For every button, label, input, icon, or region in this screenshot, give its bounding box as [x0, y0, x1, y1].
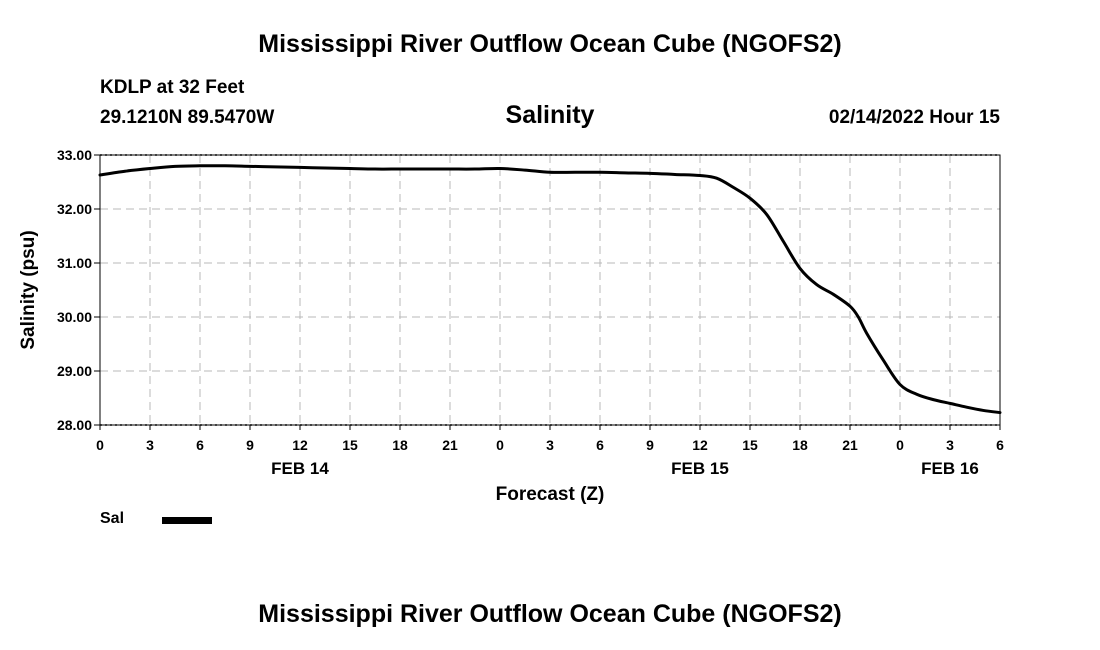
legend-swatch-sal: [162, 517, 212, 524]
y-tick-label: 32.00: [57, 201, 92, 217]
page-title: Mississippi River Outflow Ocean Cube (NG…: [258, 30, 842, 58]
series-layer: [98, 164, 1002, 415]
x-tick-label: 15: [742, 437, 758, 453]
y-tick-label: 33.00: [57, 147, 92, 163]
x-tick-label: 6: [996, 437, 1004, 453]
axis-ticks: 28.00 29.00 30.00 31.00 32.00 33.00 0 3 6 9 12 15 18…: [57, 147, 1004, 478]
x-tick-label: 3: [946, 437, 954, 453]
grid-lines: [100, 154, 1000, 426]
series-line-sal: [98, 164, 1002, 415]
chart-title: Salinity: [505, 101, 595, 129]
x-axis-label: Forecast (Z): [496, 484, 605, 505]
datetime-label: 02/14/2022 Hour 15: [828, 107, 1000, 128]
date-label: FEB 14: [271, 459, 329, 478]
date-label: FEB 16: [921, 459, 979, 478]
x-tick-label: 6: [596, 437, 604, 453]
y-axis-label: Salinity (psu): [18, 230, 39, 349]
x-tick-label: 21: [442, 437, 458, 453]
y-tick-label: 28.00: [57, 417, 92, 433]
salinity-chart: 28.00 29.00 30.00 31.00 32.00 33.00 0 3 6 9 12 15 18…: [18, 147, 1004, 505]
x-tick-label: 3: [146, 437, 154, 453]
x-tick-label: 12: [692, 437, 708, 453]
x-tick-label: 18: [392, 437, 408, 453]
x-tick-label: 12: [292, 437, 308, 453]
y-tick-label: 30.00: [57, 309, 92, 325]
footer-title: Mississippi River Outflow Ocean Cube (NG…: [258, 600, 842, 628]
x-tick-label: 21: [842, 437, 858, 453]
y-tick-label: 29.00: [57, 363, 92, 379]
x-tick-label: 15: [342, 437, 358, 453]
y-tick-label: 31.00: [57, 255, 92, 271]
x-tick-label: 0: [96, 437, 104, 453]
x-tick-label: 6: [196, 437, 204, 453]
x-tick-label: 9: [246, 437, 254, 453]
station-label: KDLP at 32 Feet: [100, 77, 245, 98]
x-tick-label: 0: [496, 437, 504, 453]
x-tick-label: 9: [646, 437, 654, 453]
coordinates-label: 29.1210N 89.5470W: [100, 107, 275, 128]
x-tick-label: 3: [546, 437, 554, 453]
x-tick-label: 0: [896, 437, 904, 453]
x-tick-label: 18: [792, 437, 808, 453]
date-label: FEB 15: [671, 459, 729, 478]
legend-label-sal: Sal: [100, 510, 125, 527]
